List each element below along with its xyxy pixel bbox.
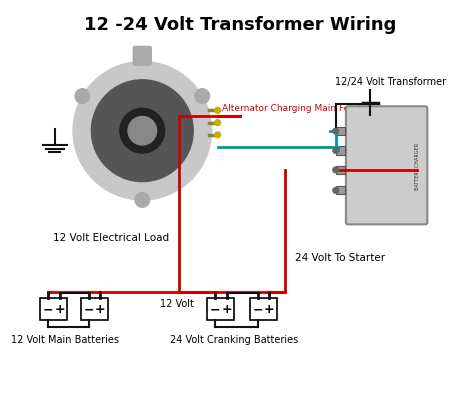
Bar <box>81 298 108 320</box>
Bar <box>336 147 345 155</box>
Text: +: + <box>264 303 274 316</box>
Text: 12 Volt: 12 Volt <box>160 298 194 308</box>
Text: 12/24 Volt Transformer: 12/24 Volt Transformer <box>335 77 447 87</box>
Text: −: − <box>210 303 220 316</box>
Circle shape <box>120 109 164 154</box>
Circle shape <box>215 120 220 126</box>
Bar <box>336 128 345 136</box>
Circle shape <box>195 90 210 104</box>
Text: +: + <box>221 303 232 316</box>
Text: 12 Volt Electrical Load: 12 Volt Electrical Load <box>53 232 169 242</box>
Circle shape <box>73 62 211 200</box>
Circle shape <box>333 129 338 135</box>
FancyBboxPatch shape <box>133 47 151 66</box>
Text: Alternator Charging Main Feed: Alternator Charging Main Feed <box>222 103 360 112</box>
Circle shape <box>215 133 220 138</box>
FancyBboxPatch shape <box>346 107 428 225</box>
Circle shape <box>333 148 338 154</box>
Text: 24 Volt To Starter: 24 Volt To Starter <box>295 252 385 262</box>
Text: BATTERY CHARGER: BATTERY CHARGER <box>416 142 420 189</box>
Text: −: − <box>43 303 53 316</box>
Circle shape <box>75 90 90 104</box>
Text: +: + <box>95 303 106 316</box>
Circle shape <box>333 168 338 173</box>
Bar <box>208 298 234 320</box>
Text: −: − <box>83 303 94 316</box>
Circle shape <box>135 193 150 208</box>
Circle shape <box>333 188 338 194</box>
Bar <box>336 187 345 195</box>
Circle shape <box>128 117 156 146</box>
Text: 24 Volt Cranking Batteries: 24 Volt Cranking Batteries <box>170 335 298 344</box>
Text: 12 -24 Volt Transformer Wiring: 12 -24 Volt Transformer Wiring <box>84 16 396 34</box>
Text: 12 Volt Main Batteries: 12 Volt Main Batteries <box>11 335 119 344</box>
Bar <box>250 298 277 320</box>
Text: −: − <box>252 303 263 316</box>
Bar <box>336 166 345 175</box>
Text: +: + <box>54 303 65 316</box>
Circle shape <box>215 108 220 114</box>
Circle shape <box>91 81 193 182</box>
Bar <box>40 298 67 320</box>
